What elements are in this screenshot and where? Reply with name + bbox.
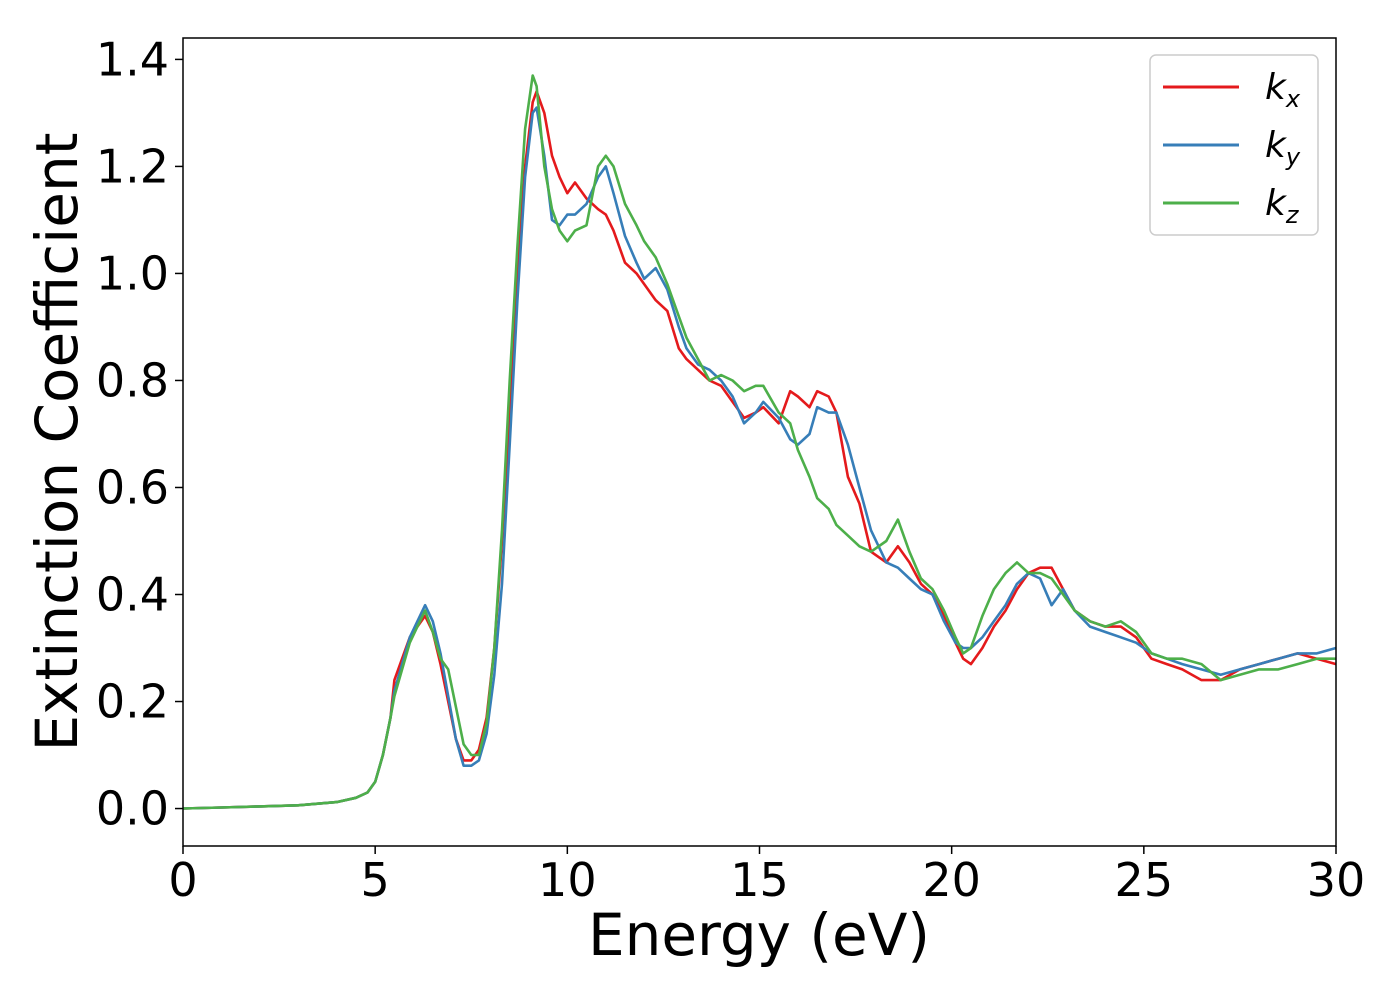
- x-tick-label: 5: [361, 853, 390, 907]
- y-tick-label: 1.2: [96, 139, 169, 193]
- y-axis-ticks: 0.0 0.2 0.4 0.6 0.8 1.0 1.2 1.4: [96, 32, 183, 836]
- x-tick-label: 30: [1307, 853, 1366, 907]
- y-tick-label: 1.0: [96, 246, 169, 300]
- series-line-y: [182, 106, 1337, 810]
- y-tick-label: 0.4: [96, 568, 169, 622]
- x-tick-label: 25: [1115, 853, 1174, 907]
- x-tick-label: 20: [922, 853, 981, 907]
- y-tick-label: 0.2: [96, 675, 169, 729]
- x-axis-label: Energy (eV): [588, 901, 930, 969]
- series-lines: [182, 74, 1337, 810]
- x-tick-label: 10: [538, 853, 597, 907]
- y-axis-label: Extinction Coefficient: [23, 133, 91, 752]
- x-tick-label: 0: [168, 853, 197, 907]
- y-tick-label: 0.0: [96, 782, 169, 836]
- y-tick-label: 0.8: [96, 353, 169, 407]
- x-tick-label: 15: [730, 853, 789, 907]
- series-line-z: [182, 74, 1336, 810]
- y-tick-label: 1.4: [96, 32, 169, 86]
- y-tick-label: 0.6: [96, 460, 169, 514]
- x-axis-ticks: 0 5 10 15 20 25 30: [168, 846, 1365, 907]
